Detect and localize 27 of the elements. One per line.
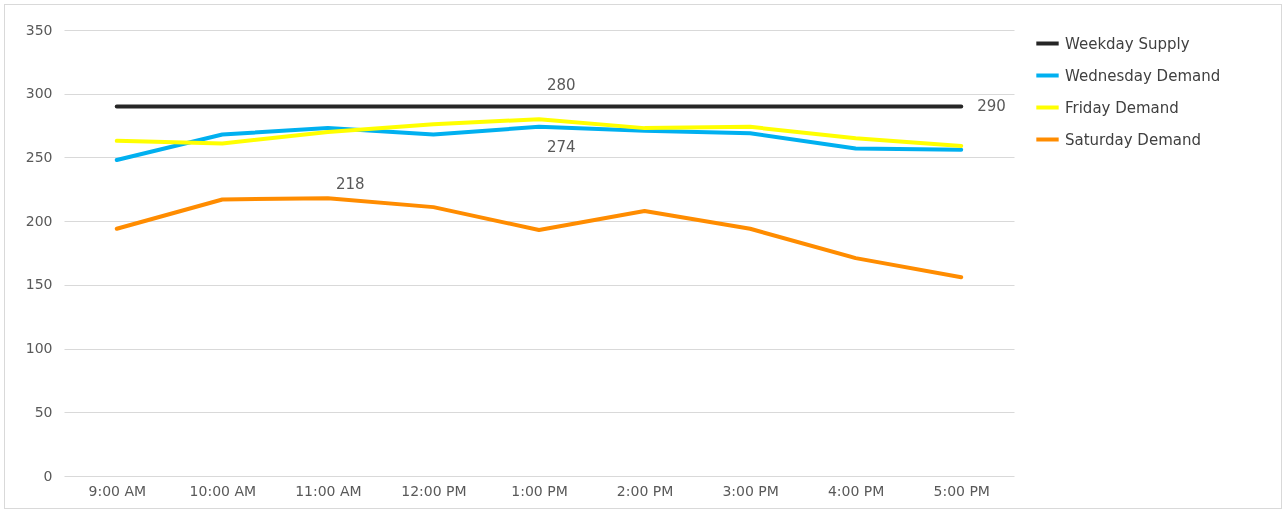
y-tick-label: 200 — [25, 212, 53, 229]
y-tick-label: 250 — [25, 148, 53, 165]
x-tick-label: 9:00 AM — [88, 482, 147, 499]
legend-label: Wednesday Demand — [1065, 66, 1221, 85]
x-tick-label: 1:00 PM — [511, 482, 568, 499]
data-label: 218 — [335, 175, 365, 194]
x-tick-label: 4:00 PM — [827, 482, 885, 499]
data-label: 274 — [547, 137, 576, 156]
data-label: 290 — [977, 97, 1006, 116]
y-tick-label: 350 — [25, 21, 53, 38]
x-tick-label: 11:00 AM — [295, 482, 362, 499]
line-series — [114, 196, 964, 280]
data-label: 280 — [547, 76, 576, 95]
y-tick-label: 0 — [43, 467, 53, 484]
y-tick-label: 100 — [25, 340, 53, 357]
y-tick-label: 150 — [25, 276, 53, 293]
line-series — [114, 124, 964, 162]
legend-label: Saturday Demand — [1065, 130, 1201, 149]
x-tick-label: 12:00 PM — [401, 482, 467, 499]
x-tick-label: 2:00 PM — [616, 482, 674, 499]
x-tick-label: 3:00 PM — [722, 482, 779, 499]
y-tick-label: 50 — [34, 403, 53, 420]
y-tick-label: 300 — [25, 85, 53, 102]
x-tick-label: 10:00 AM — [189, 482, 257, 499]
legend-label: Friday Demand — [1065, 98, 1179, 117]
legend-label: Weekday Supply — [1065, 34, 1190, 53]
x-tick-label: 5:00 PM — [933, 482, 990, 499]
